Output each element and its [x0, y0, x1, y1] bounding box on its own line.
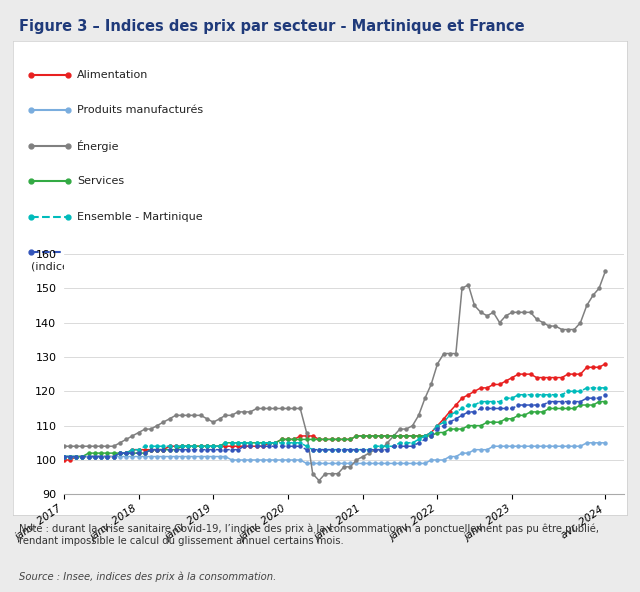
- Text: Note : durant la crise sanitaire Covid-19, l’indice des prix à la consommation n: Note : durant la crise sanitaire Covid-1…: [19, 524, 599, 546]
- Text: Figure 3 – Indices des prix par secteur - Martinique et France: Figure 3 – Indices des prix par secteur …: [19, 19, 525, 34]
- Text: Ensemble - France: Ensemble - France: [77, 247, 180, 257]
- Text: Alimentation: Alimentation: [77, 70, 148, 79]
- Text: Services: Services: [77, 176, 124, 186]
- Text: Ensemble - Martinique: Ensemble - Martinique: [77, 212, 203, 221]
- Text: Source : Insee, indices des prix à la consommation.: Source : Insee, indices des prix à la co…: [19, 571, 276, 582]
- Text: (indice base 2015): (indice base 2015): [31, 261, 135, 271]
- Text: Produits manufacturés: Produits manufacturés: [77, 105, 204, 115]
- Text: Énergie: Énergie: [77, 140, 120, 152]
